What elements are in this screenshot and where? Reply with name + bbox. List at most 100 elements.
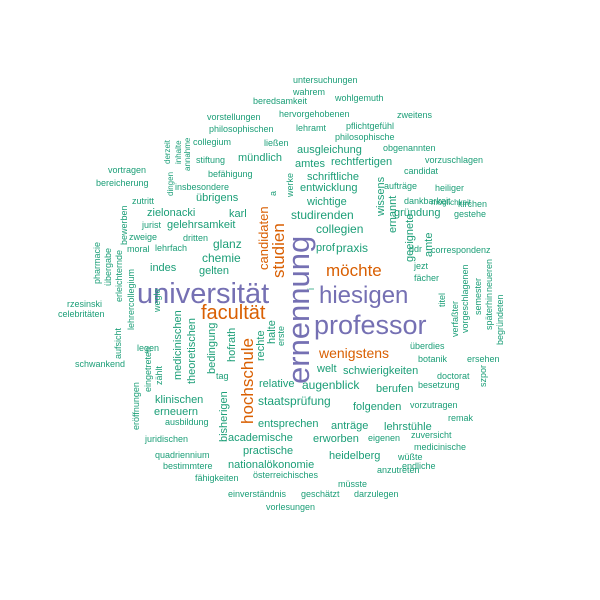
word: pflichtgefühl bbox=[346, 121, 394, 131]
word: berufen bbox=[376, 383, 413, 395]
word: collegien bbox=[316, 222, 363, 236]
word: glanz bbox=[213, 237, 242, 251]
word: medicinischen bbox=[172, 310, 184, 380]
word: untersuchungen bbox=[293, 75, 358, 85]
word: professor bbox=[314, 310, 427, 340]
word: titel bbox=[437, 293, 447, 307]
word: philosophische bbox=[335, 132, 395, 142]
word: gestehe bbox=[454, 209, 486, 219]
word: prof bbox=[316, 242, 336, 254]
word: hiesigen bbox=[319, 282, 408, 309]
word: werke bbox=[285, 173, 295, 198]
word: entsprechen bbox=[258, 418, 319, 430]
word: wissens bbox=[375, 176, 387, 217]
word: beredsamkeit bbox=[253, 96, 308, 106]
word: geeignete bbox=[404, 214, 416, 262]
word: schriftliche bbox=[307, 171, 359, 183]
word: zweitens bbox=[397, 110, 433, 120]
word: candidat bbox=[404, 166, 439, 176]
word: verfaßter bbox=[450, 301, 460, 337]
word: szpor bbox=[478, 365, 488, 387]
word: zielonacki bbox=[147, 207, 195, 219]
word: vorgeschlagenen bbox=[460, 264, 470, 333]
word: eröffnungen bbox=[131, 382, 141, 430]
word: annahme bbox=[183, 137, 192, 171]
word: nationalökonomie bbox=[228, 459, 314, 471]
word: collegium bbox=[193, 137, 231, 147]
word: amtes bbox=[295, 158, 325, 170]
word: hochschule bbox=[238, 338, 257, 424]
word: practische bbox=[243, 445, 293, 457]
word: eingetreten bbox=[143, 347, 153, 392]
word: dingen bbox=[166, 172, 175, 196]
word: entwicklung bbox=[300, 182, 357, 194]
word: praxis bbox=[336, 241, 368, 255]
word: besetzung bbox=[418, 380, 460, 390]
word: vorzutragen bbox=[410, 400, 458, 410]
word: rechte bbox=[255, 330, 267, 361]
word: stiftung bbox=[196, 155, 225, 165]
word: lehrstühle bbox=[384, 421, 432, 433]
word: semester bbox=[473, 278, 483, 315]
word: fähigkeiten bbox=[195, 473, 239, 483]
word: facultät bbox=[201, 302, 266, 324]
word: mündlich bbox=[238, 152, 282, 164]
word: vorstellungen bbox=[207, 112, 261, 122]
word: zweige bbox=[129, 232, 157, 242]
word: übergabe bbox=[103, 248, 113, 286]
word: heiliger bbox=[435, 183, 464, 193]
word: chemie bbox=[202, 251, 241, 265]
word: dankbarkeit bbox=[404, 196, 451, 206]
word: lehramt bbox=[296, 123, 327, 133]
word: ließen bbox=[264, 138, 289, 148]
word: erworben bbox=[313, 433, 359, 445]
word: rzesinski bbox=[67, 299, 102, 309]
word: ddr bbox=[409, 244, 422, 254]
word: befähigung bbox=[208, 169, 253, 179]
word: juridischen bbox=[144, 434, 188, 444]
word: dritten bbox=[183, 233, 208, 243]
word: österreichisches bbox=[253, 470, 319, 480]
word: müsste bbox=[338, 479, 367, 489]
word: jezt bbox=[413, 261, 429, 271]
word: wohlgemuth bbox=[334, 93, 384, 103]
word: philosophischen bbox=[209, 124, 274, 134]
word: hervorgehobenen bbox=[279, 109, 350, 119]
word: gründung bbox=[394, 207, 441, 219]
word: jurist bbox=[141, 220, 162, 230]
word: celebritäten bbox=[58, 309, 105, 319]
word: lehrfach bbox=[155, 243, 187, 253]
word: kirchen bbox=[458, 199, 487, 209]
word: geschätzt bbox=[301, 489, 340, 499]
word: pharmacie bbox=[92, 242, 102, 284]
word: botanik bbox=[418, 354, 448, 364]
word: bewerben bbox=[119, 205, 129, 245]
word: bedingung bbox=[206, 323, 218, 374]
word: wichtige bbox=[306, 196, 347, 208]
word: eigenen bbox=[368, 433, 400, 443]
word: quadriennium bbox=[155, 450, 210, 460]
word: heidelberg bbox=[329, 450, 380, 462]
word: wahrem bbox=[292, 87, 325, 97]
word: aufsicht bbox=[113, 327, 123, 359]
word: welt bbox=[316, 363, 337, 375]
word: übrigens bbox=[196, 192, 239, 204]
word: schwankend bbox=[75, 359, 125, 369]
word: augenblick bbox=[302, 378, 360, 392]
word: wegle bbox=[152, 288, 162, 313]
word: i bbox=[306, 288, 316, 290]
word: vorlesungen bbox=[266, 502, 315, 512]
word: a bbox=[268, 191, 278, 196]
word: endliche bbox=[402, 461, 436, 471]
word: zutritt bbox=[132, 196, 155, 206]
word: erste bbox=[276, 326, 286, 346]
word: späterhin bbox=[484, 293, 494, 330]
word: gelehrsamkeit bbox=[167, 219, 235, 231]
word: academische bbox=[228, 432, 293, 444]
word: anträge bbox=[331, 420, 368, 432]
word: bestimmtere bbox=[163, 461, 213, 471]
word: schwierigkeiten bbox=[343, 365, 418, 377]
word: vorzuschlagen bbox=[425, 155, 483, 165]
word: halte bbox=[266, 320, 278, 344]
word: karl bbox=[229, 208, 247, 220]
